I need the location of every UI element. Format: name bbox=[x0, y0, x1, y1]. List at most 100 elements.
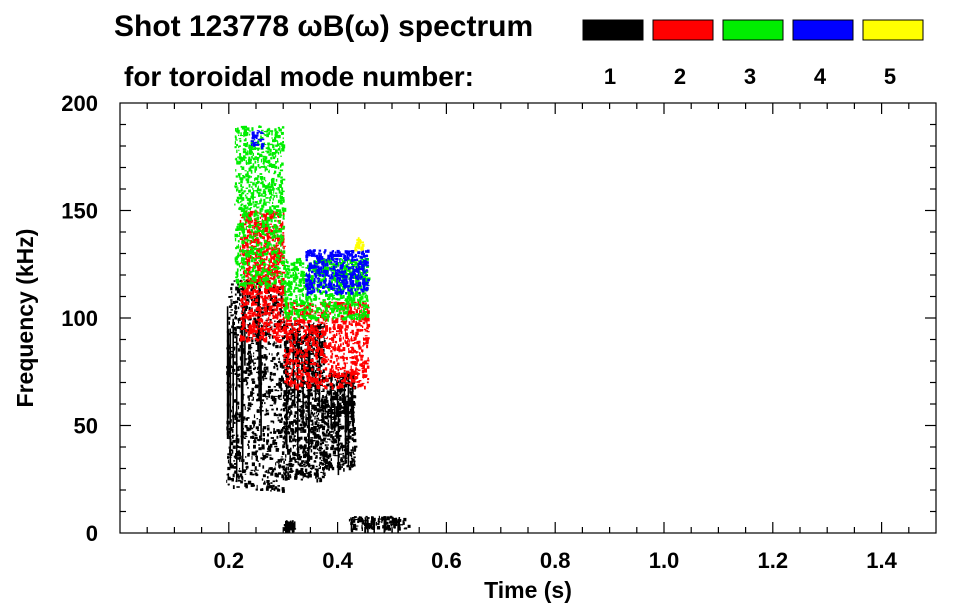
spectral-pixel bbox=[304, 444, 307, 448]
spectral-streak bbox=[395, 517, 397, 527]
spectral-pixel bbox=[318, 338, 320, 340]
spectral-pixel bbox=[350, 365, 352, 370]
spectral-pixel bbox=[286, 318, 289, 323]
spectral-pixel bbox=[301, 310, 303, 313]
spectral-pixel bbox=[247, 352, 250, 355]
spectral-pixel bbox=[274, 302, 278, 305]
spectral-pixel bbox=[248, 217, 252, 221]
spectral-pixel bbox=[243, 237, 246, 239]
spectral-pixel bbox=[329, 371, 332, 374]
spectral-pixel bbox=[252, 201, 254, 204]
spectral-pixel bbox=[276, 367, 279, 371]
spectral-pixel bbox=[325, 378, 329, 382]
spectral-pixel bbox=[233, 280, 236, 282]
spectral-pixel bbox=[251, 277, 253, 281]
spectral-pixel bbox=[316, 323, 321, 328]
spectral-pixel bbox=[248, 428, 252, 431]
spectral-pixel bbox=[296, 470, 301, 473]
spectral-pixel bbox=[298, 363, 301, 365]
spectral-pixel bbox=[366, 307, 369, 311]
spectral-pixel bbox=[300, 413, 304, 418]
spectral-pixel bbox=[270, 380, 272, 382]
spectral-pixel bbox=[251, 473, 255, 476]
spectral-pixel bbox=[248, 294, 251, 298]
spectral-pixel bbox=[334, 447, 336, 450]
spectral-pixel bbox=[257, 187, 260, 191]
spectral-pixel bbox=[325, 406, 328, 409]
spectral-pixel bbox=[242, 275, 245, 279]
spectral-pixel bbox=[256, 484, 258, 489]
spectral-pixel bbox=[336, 398, 338, 401]
spectral-pixel bbox=[268, 226, 271, 229]
spectral-pixel bbox=[257, 192, 261, 195]
spectral-pixel bbox=[289, 340, 292, 344]
spectral-pixel bbox=[257, 243, 259, 246]
spectral-pixel bbox=[266, 150, 270, 154]
spectral-pixel bbox=[270, 220, 273, 223]
spectral-pixel bbox=[339, 339, 342, 342]
spectral-pixel bbox=[248, 254, 251, 258]
spectral-pixel bbox=[289, 457, 293, 462]
spectral-pixel bbox=[339, 442, 342, 445]
spectral-pixel bbox=[239, 329, 242, 331]
spectral-pixel bbox=[309, 420, 312, 422]
spectral-pixel bbox=[350, 464, 354, 468]
spectral-pixel bbox=[256, 264, 259, 266]
spectral-streak bbox=[232, 318, 234, 429]
spectral-pixel bbox=[251, 359, 254, 363]
spectral-pixel bbox=[276, 252, 280, 256]
spectral-pixel bbox=[242, 283, 246, 287]
spectral-pixel bbox=[246, 298, 249, 302]
spectral-pixel bbox=[327, 435, 330, 437]
spectral-pixel bbox=[335, 391, 338, 396]
spectral-pixel bbox=[317, 321, 321, 323]
spectral-pixel bbox=[321, 398, 324, 403]
spectral-pixel bbox=[233, 361, 237, 365]
spectral-pixel bbox=[364, 385, 366, 390]
spectral-pixel bbox=[255, 212, 258, 216]
spectral-pixel bbox=[313, 460, 317, 463]
spectral-pixel bbox=[317, 346, 320, 348]
spectral-pixel bbox=[311, 368, 314, 371]
spectral-pixel bbox=[256, 249, 260, 253]
spectral-pixel bbox=[261, 488, 264, 491]
spectral-pixel bbox=[295, 386, 299, 390]
spectral-pixel bbox=[246, 197, 248, 201]
spectral-pixel bbox=[274, 395, 278, 397]
spectral-pixel bbox=[281, 162, 284, 166]
spectral-pixel bbox=[226, 479, 228, 483]
spectral-pixel bbox=[309, 381, 311, 385]
spectral-pixel bbox=[246, 209, 248, 212]
spectral-pixel bbox=[300, 431, 304, 433]
spectral-pixel bbox=[333, 387, 335, 389]
spectral-pixel bbox=[303, 395, 307, 398]
spectral-pixel bbox=[301, 321, 305, 323]
spectral-pixel bbox=[273, 249, 276, 253]
spectral-pixel bbox=[238, 160, 242, 164]
spectral-pixel bbox=[309, 388, 313, 391]
spectral-pixel bbox=[253, 358, 258, 360]
spectral-pixel bbox=[255, 350, 259, 352]
spectral-pixel bbox=[246, 427, 250, 432]
spectral-pixel bbox=[338, 413, 341, 417]
spectral-pixel bbox=[273, 341, 275, 345]
spectral-pixel bbox=[267, 188, 272, 193]
spectral-pixel bbox=[298, 454, 301, 457]
spectral-pixel bbox=[279, 303, 283, 307]
spectral-pixel bbox=[340, 445, 342, 449]
spectral-pixel bbox=[296, 332, 300, 334]
spectral-pixel bbox=[258, 223, 262, 226]
legend-label-mode-3: 3 bbox=[744, 64, 756, 89]
spectral-pixel bbox=[272, 276, 275, 279]
spectral-pixel bbox=[311, 333, 314, 337]
spectral-pixel bbox=[287, 389, 290, 392]
spectral-pixel bbox=[330, 424, 334, 429]
spectral-pixel bbox=[247, 267, 250, 270]
spectral-pixel bbox=[243, 308, 245, 310]
spectral-pixel bbox=[234, 316, 238, 320]
spectral-pixel bbox=[349, 453, 352, 457]
spectral-pixel bbox=[269, 297, 271, 299]
spectral-pixel bbox=[344, 329, 348, 331]
spectral-streak bbox=[297, 328, 299, 460]
spectral-pixel bbox=[291, 391, 295, 394]
